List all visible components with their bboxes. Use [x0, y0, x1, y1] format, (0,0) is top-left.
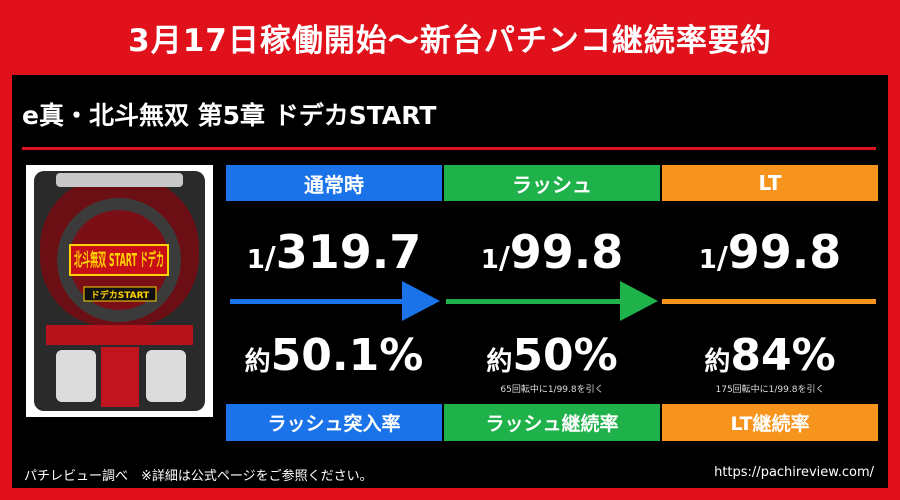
- rate-rush-prefix: 約: [486, 347, 513, 377]
- prob-lt-value: 99.8: [727, 225, 842, 279]
- lt-note: 175回転中に1/99.8を引く: [715, 385, 825, 395]
- rate-normal-prefix: 約: [244, 347, 271, 377]
- col-footer-lt: LT継続率: [662, 404, 878, 441]
- rate-rush: 約50%: [444, 330, 660, 381]
- prob-lt-prefix: 1: [698, 245, 717, 275]
- col-header-rush: ラッシュ: [444, 165, 660, 201]
- summary-panel: e真・北斗無双 第5章 ドデカSTART 北斗無双 START ドデカ ドデカS…: [12, 75, 888, 488]
- rate-rush-value: 50%: [512, 330, 618, 381]
- machine-image: 北斗無双 START ドデカ ドデカSTART: [26, 165, 213, 417]
- prob-rush-value: 99.8: [509, 225, 624, 279]
- rate-lt: 約84%: [662, 330, 878, 381]
- title-divider: [22, 147, 876, 150]
- site-url[interactable]: https://pachireview.com/: [714, 465, 874, 480]
- prob-normal: 1/319.7: [246, 225, 422, 279]
- col-header-normal: 通常時: [226, 165, 442, 201]
- page-title: 3月17日稼働開始〜新台パチンコ継続率要約: [0, 0, 900, 75]
- machine-logo: 北斗無双 START ドデカ: [74, 249, 164, 271]
- rush-note: 65回転中に1/99.8を引く: [500, 385, 604, 395]
- col-footer-normal: ラッシュ突入率: [226, 404, 442, 441]
- prob-lt: 1/99.8: [698, 225, 842, 279]
- rate-lt-prefix: 約: [704, 347, 731, 377]
- rate-lt-value: 84%: [730, 330, 836, 381]
- prob-normal-value: 319.7: [275, 225, 422, 279]
- prob-rush-prefix: 1: [480, 245, 499, 275]
- machine-title: e真・北斗無双 第5章 ドデカSTART: [22, 101, 437, 130]
- arrow-blue: [230, 281, 440, 321]
- prob-normal-prefix: 1: [246, 245, 265, 275]
- prob-rush: 1/99.8: [480, 225, 624, 279]
- arrow-orange-line: [662, 299, 876, 304]
- col-header-lt: LT: [662, 165, 878, 201]
- col-footer-rush: ラッシュ継続率: [444, 404, 660, 441]
- rate-normal: 約50.1%: [226, 330, 442, 381]
- rate-normal-value: 50.1%: [270, 330, 424, 381]
- source-note: パチレビュー調べ ※詳細は公式ページをご参照ください。: [24, 469, 373, 484]
- flow-arrows: [230, 281, 876, 321]
- arrow-green: [446, 281, 658, 321]
- machine-sub-logo: ドデカSTART: [91, 289, 150, 301]
